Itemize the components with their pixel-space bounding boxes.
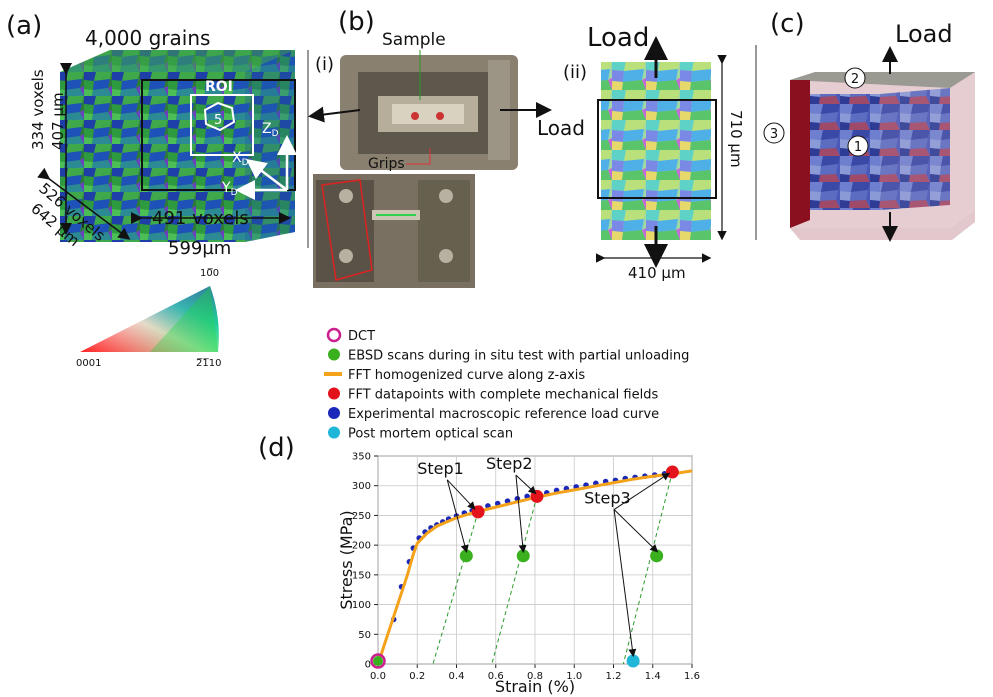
x-tick-label: 0.2 bbox=[409, 671, 425, 682]
dim-x-um: 599µm bbox=[168, 238, 231, 259]
x-tick-label: 1.4 bbox=[645, 671, 661, 682]
panel-d-label: (d) bbox=[258, 433, 295, 463]
post-mortem-point bbox=[626, 654, 640, 668]
axis-y-label: YD bbox=[221, 180, 238, 198]
step-annotation: Step3 bbox=[584, 489, 631, 508]
sub-i-label: (i) bbox=[315, 54, 334, 75]
y-tick-label: 50 bbox=[358, 630, 371, 641]
y-tick-label: 250 bbox=[352, 511, 371, 522]
y-tick-label: 350 bbox=[352, 452, 371, 463]
legend-label: Post mortem optical scan bbox=[348, 427, 513, 442]
load-arrow-left bbox=[308, 106, 361, 123]
step-arrow bbox=[446, 479, 469, 554]
marker-2-text: 2 bbox=[851, 72, 859, 87]
fft-volume-3d bbox=[790, 72, 975, 240]
sub-ii-label: (ii) bbox=[563, 62, 587, 83]
marker-3-text: 3 bbox=[770, 127, 778, 142]
y-tick-label: 150 bbox=[352, 570, 371, 581]
y-tick-label: 100 bbox=[352, 600, 371, 611]
panel-a-label: (a) bbox=[6, 11, 42, 41]
x-tick-label: 0.6 bbox=[488, 671, 504, 682]
y-tick-label: 200 bbox=[352, 541, 371, 552]
step-arrow bbox=[613, 509, 659, 553]
fft-point bbox=[530, 489, 544, 503]
legend-label: Experimental macroscopic reference load … bbox=[348, 407, 659, 422]
dim-z-um: 407 µm bbox=[49, 92, 67, 150]
grips-closeup-photo bbox=[313, 174, 475, 288]
step-annotation: Step2 bbox=[486, 454, 533, 473]
dimension-arrows-a bbox=[37, 63, 291, 240]
grain-count-title: 4,000 grains bbox=[85, 26, 210, 50]
x-tick-label: 0.4 bbox=[449, 671, 465, 682]
marker-1-text: 1 bbox=[854, 140, 862, 155]
height-label: 710 µm bbox=[727, 110, 745, 168]
marker-1 bbox=[847, 135, 869, 157]
sample-label: Sample bbox=[382, 30, 446, 50]
x-tick-label: 1.2 bbox=[606, 671, 622, 682]
legend-label: DCT bbox=[348, 329, 375, 344]
ebsd-point bbox=[516, 549, 530, 563]
legend-marker-dct bbox=[326, 327, 342, 343]
step-annotation: Step1 bbox=[417, 459, 464, 478]
step-arrow bbox=[446, 479, 476, 510]
load-label-b: Load bbox=[537, 116, 585, 140]
ipf-color-key bbox=[80, 286, 219, 352]
ipf-right-label: 2̅1̅10 bbox=[196, 358, 221, 369]
legend-marker-dot bbox=[328, 407, 340, 419]
axis-x-label: XD bbox=[232, 150, 249, 168]
axis-z-label: ZD bbox=[262, 121, 279, 139]
marker-2 bbox=[844, 67, 866, 89]
y-tick-label: 0 bbox=[365, 660, 371, 671]
step-arrow bbox=[613, 472, 671, 510]
legend-label: EBSD scans during in situ test with part… bbox=[348, 349, 689, 364]
ebsd-point bbox=[650, 549, 664, 563]
x-tick-label: 0.8 bbox=[527, 671, 543, 682]
load-label-top: Load bbox=[587, 23, 649, 53]
ebsd-point bbox=[459, 549, 473, 563]
load-label-c: Load bbox=[895, 20, 953, 48]
step-arrow bbox=[613, 509, 637, 658]
unload-line bbox=[432, 511, 479, 665]
grain-map-ii bbox=[601, 62, 711, 240]
legend-label: FFT homogenized curve along z-axis bbox=[348, 368, 585, 383]
tensile-stage-photo bbox=[340, 55, 518, 170]
ipf-top-label: 10̅0 bbox=[200, 268, 219, 279]
grips-label: Grips bbox=[368, 156, 405, 172]
fft-point bbox=[665, 465, 679, 479]
fft-curve bbox=[376, 469, 693, 665]
legend-marker-dot bbox=[328, 387, 340, 400]
panel-c-label: (c) bbox=[770, 9, 805, 39]
grain-5-outline bbox=[203, 101, 236, 132]
x-tick-label: 1.0 bbox=[566, 671, 582, 682]
step-arrow bbox=[515, 475, 527, 554]
dim-z-voxels: 334 voxels bbox=[29, 69, 47, 150]
marker-3 bbox=[763, 122, 785, 144]
y-tick-label: 300 bbox=[352, 481, 371, 492]
x-tick-label: 1.6 bbox=[684, 671, 700, 682]
width-label: 410 µm bbox=[628, 264, 686, 282]
panel-b-label: (b) bbox=[338, 7, 375, 37]
x-tick-label: 0.0 bbox=[370, 671, 386, 682]
dct-inner-point bbox=[373, 656, 383, 667]
grain-id-label: 5 bbox=[214, 113, 222, 128]
legend: DCT EBSD scans during in situ test with p… bbox=[324, 327, 689, 442]
legend-label: FFT datapoints with complete mechanical … bbox=[348, 388, 658, 403]
x-axis-label: Strain (%) bbox=[495, 677, 575, 696]
y-axis-label: Stress (MPa) bbox=[337, 510, 356, 609]
roi-label: ROI bbox=[205, 79, 233, 95]
grips-pointer bbox=[406, 148, 431, 165]
legend-marker-dot bbox=[328, 426, 340, 439]
roi-frame-ii bbox=[597, 99, 717, 199]
sample-axes bbox=[235, 135, 297, 200]
legend-marker-dot bbox=[328, 348, 340, 361]
dct-point bbox=[370, 653, 386, 669]
unload-line bbox=[622, 471, 673, 665]
ipf-left-label: 0001 bbox=[76, 358, 101, 369]
step-arrow bbox=[515, 474, 537, 495]
dim-x-voxels: 491 voxels bbox=[152, 208, 249, 229]
roi-box bbox=[190, 94, 254, 156]
stress-strain-chart: 0.0 0.2 0.4 0.6 0.8 1.0 1.2 1.4 1.6 0 50 100 150 200 2… bbox=[337, 452, 700, 697]
unload-line bbox=[491, 496, 538, 665]
